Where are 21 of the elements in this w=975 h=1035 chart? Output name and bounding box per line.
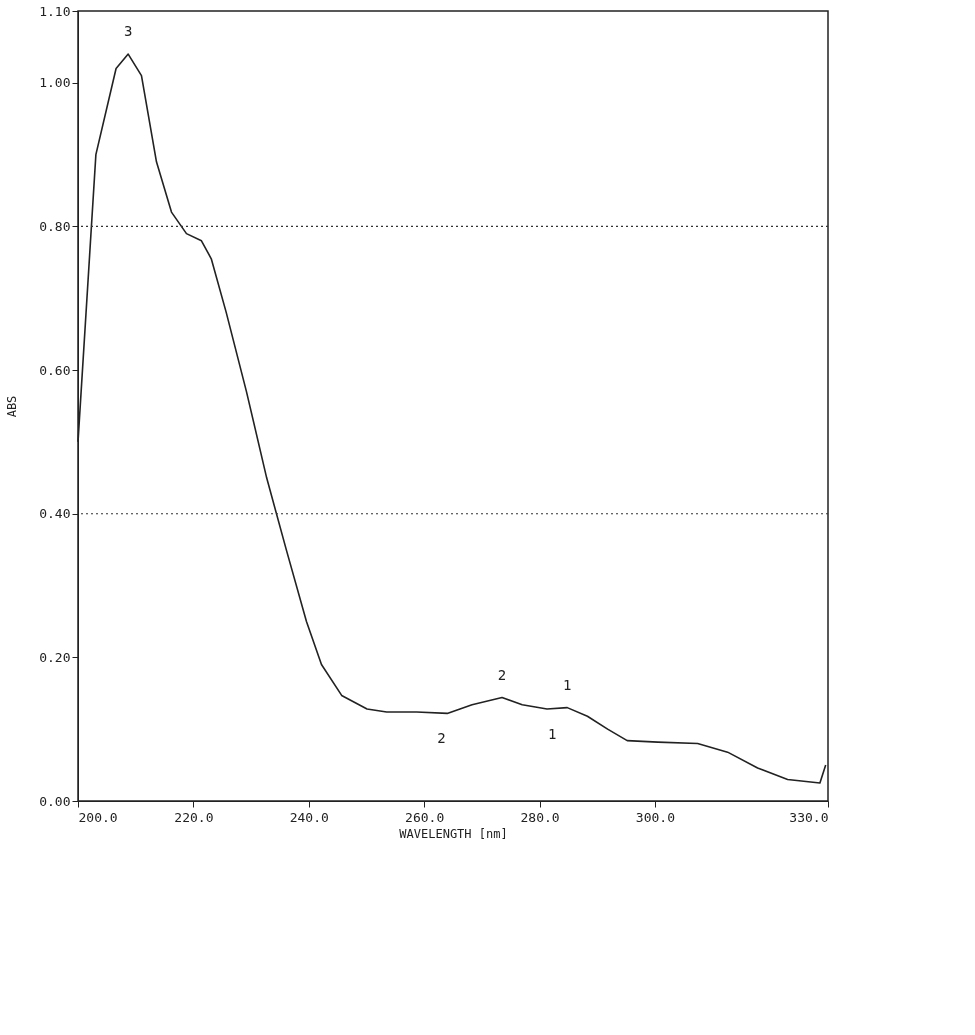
annotation: 2 bbox=[497, 666, 507, 683]
x-tick-label: 330.0 bbox=[789, 809, 829, 825]
y-tick-label: 0.80 bbox=[39, 218, 71, 234]
y-tick-label: 0.60 bbox=[39, 362, 71, 378]
x-tick-label: 200.0 bbox=[78, 809, 118, 825]
y-tick-label: 0.20 bbox=[39, 649, 71, 665]
annotation: 2 bbox=[437, 730, 446, 747]
x-tick-label: 220.0 bbox=[174, 809, 214, 825]
x-axis-title: WAVELENGTH [nm] bbox=[399, 826, 508, 841]
annotation: 3 bbox=[123, 23, 133, 40]
annotation: 1 bbox=[548, 726, 557, 743]
y-tick-label: 1.00 bbox=[39, 75, 71, 91]
x-tick-label: 280.0 bbox=[520, 809, 560, 825]
x-tick-label: 240.0 bbox=[289, 809, 329, 825]
y-tick-label: 1.10 bbox=[39, 3, 71, 19]
y-axis-title: ABS bbox=[5, 395, 20, 418]
x-tick-label: 300.0 bbox=[635, 809, 675, 825]
x-tick-label: 260.0 bbox=[405, 809, 445, 825]
y-tick-label: 0.40 bbox=[39, 506, 71, 522]
y-tick-label: 0.00 bbox=[39, 793, 71, 809]
annotation: 1 bbox=[563, 676, 572, 693]
